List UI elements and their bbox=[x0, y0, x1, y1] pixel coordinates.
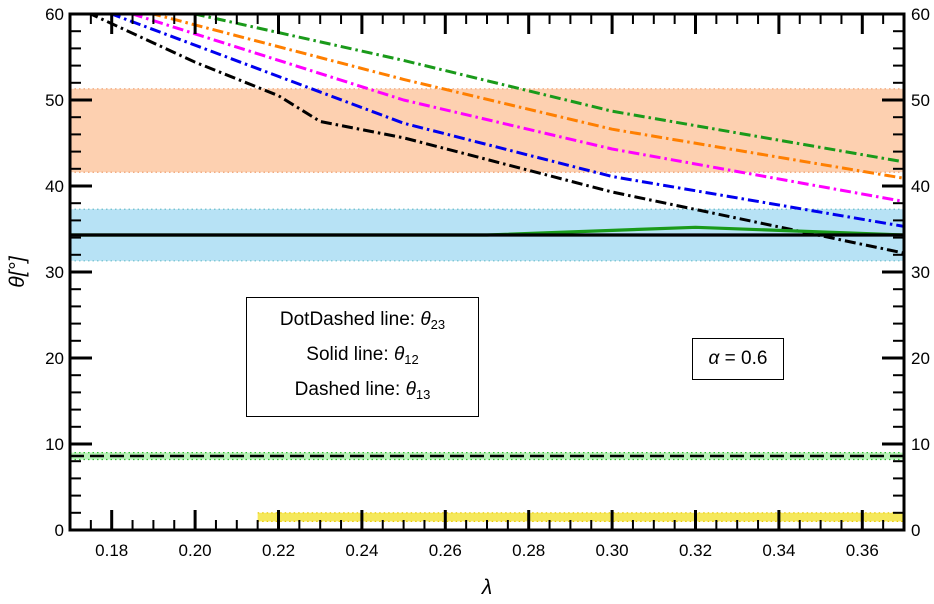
x-tick-label: 0.30 bbox=[596, 541, 629, 560]
series-theta23-orange bbox=[151, 14, 904, 180]
theta13-3sigma-band bbox=[70, 452, 904, 460]
theta23-3sigma-band bbox=[70, 88, 904, 173]
x-tick-label: 0.26 bbox=[429, 541, 462, 560]
y-tick-label-left: 20 bbox=[45, 349, 64, 368]
x-tick-label: 0.34 bbox=[762, 541, 795, 560]
y-tick-label-right: 50 bbox=[911, 91, 930, 110]
y-tick-label-right: 60 bbox=[911, 5, 930, 24]
yellow-band bbox=[257, 512, 904, 522]
x-tick-label: 0.18 bbox=[95, 541, 128, 560]
y-tick-label-right: 10 bbox=[911, 435, 930, 454]
x-tick-label: 0.32 bbox=[679, 541, 712, 560]
y-tick-label-left: 60 bbox=[45, 5, 64, 24]
x-tick-label: 0.36 bbox=[846, 541, 879, 560]
legend-box: DotDashed line: θ23 Solid line: θ12 Dash… bbox=[246, 297, 479, 417]
y-tick-label-left: 0 bbox=[55, 521, 64, 540]
series-theta23-magenta bbox=[130, 14, 904, 203]
series-theta23-black bbox=[88, 14, 904, 255]
legend-entry-solid: Solid line: θ12 bbox=[306, 344, 419, 368]
x-tick-label: 0.24 bbox=[345, 541, 378, 560]
x-tick-label: 0.22 bbox=[262, 541, 295, 560]
y-tick-label-right: 0 bbox=[911, 521, 920, 540]
legend-entry-dotdashed: DotDashed line: θ23 bbox=[279, 309, 446, 332]
alpha-annotation: α = 0.6 bbox=[692, 338, 784, 380]
legend-entry-dashed: Dashed line: θ13 bbox=[294, 379, 431, 403]
y-axis-label: θ[°] bbox=[6, 255, 29, 288]
y-tick-label-right: 40 bbox=[911, 177, 930, 196]
series-theta23-blue bbox=[109, 14, 904, 228]
x-tick-label: 0.20 bbox=[179, 541, 212, 560]
x-tick-label: 0.28 bbox=[512, 541, 545, 560]
plot-area bbox=[70, 14, 904, 523]
y-tick-label-right: 20 bbox=[911, 349, 930, 368]
x-axis-label: λ bbox=[481, 576, 492, 599]
y-tick-label-right: 30 bbox=[911, 263, 930, 282]
y-tick-label-left: 50 bbox=[45, 91, 64, 110]
y-tick-label-left: 10 bbox=[45, 435, 64, 454]
y-tick-label-left: 40 bbox=[45, 177, 64, 196]
y-tick-label-left: 30 bbox=[45, 263, 64, 282]
